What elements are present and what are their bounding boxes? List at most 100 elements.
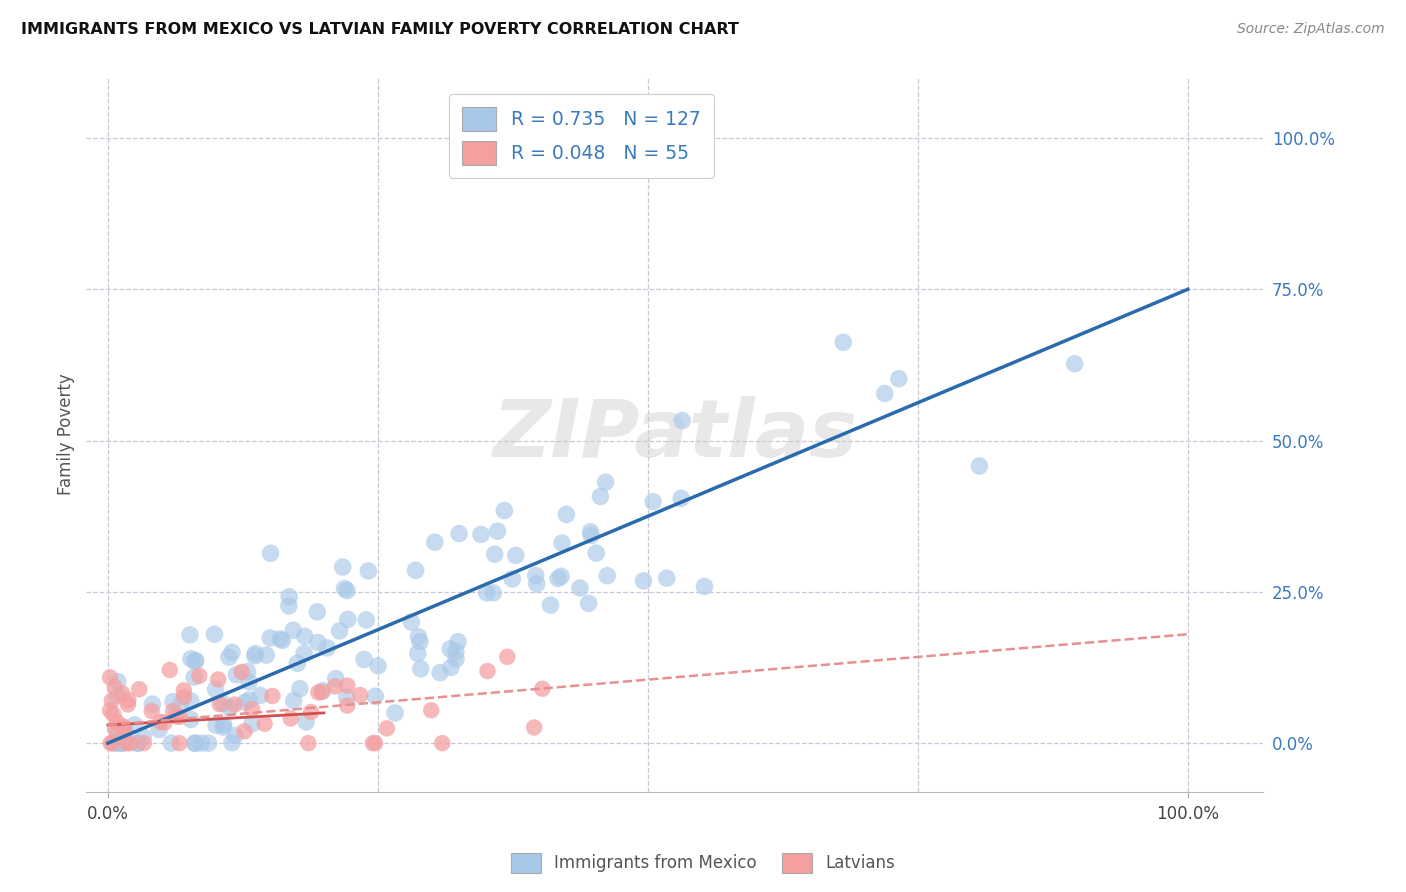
Point xyxy=(184,653,207,667)
Point xyxy=(323,680,346,694)
Point xyxy=(409,662,432,676)
Point xyxy=(283,694,305,708)
Point xyxy=(364,690,387,704)
Point xyxy=(325,672,347,686)
Point xyxy=(238,693,260,707)
Point xyxy=(107,726,129,740)
Point xyxy=(111,719,134,733)
Point xyxy=(873,386,896,401)
Point xyxy=(238,674,260,689)
Point xyxy=(111,736,134,750)
Point xyxy=(98,703,121,717)
Point xyxy=(589,490,612,504)
Point xyxy=(405,563,427,577)
Point xyxy=(384,706,406,720)
Legend: R = 0.735   N = 127, R = 0.048   N = 55: R = 0.735 N = 127, R = 0.048 N = 55 xyxy=(449,94,714,178)
Point xyxy=(254,648,277,662)
Point xyxy=(669,491,692,506)
Point xyxy=(204,682,226,697)
Point xyxy=(107,688,129,702)
Point xyxy=(292,647,315,661)
Point xyxy=(132,730,155,744)
Point xyxy=(311,685,333,699)
Point xyxy=(1063,357,1085,371)
Point xyxy=(132,736,155,750)
Point xyxy=(127,736,149,750)
Point xyxy=(568,581,591,595)
Point xyxy=(249,689,271,703)
Point xyxy=(205,718,228,732)
Point xyxy=(180,694,202,708)
Point xyxy=(103,707,125,722)
Point xyxy=(169,736,191,750)
Point xyxy=(432,736,454,750)
Point xyxy=(115,736,138,750)
Point xyxy=(153,715,176,730)
Point xyxy=(484,547,506,561)
Point xyxy=(105,715,128,730)
Point xyxy=(295,714,318,729)
Point xyxy=(100,693,122,707)
Point xyxy=(160,736,183,750)
Point xyxy=(183,670,205,684)
Point xyxy=(179,628,201,642)
Point xyxy=(128,682,150,697)
Legend: Immigrants from Mexico, Latvians: Immigrants from Mexico, Latvians xyxy=(505,847,901,880)
Point xyxy=(307,685,329,699)
Point xyxy=(240,717,263,731)
Point xyxy=(218,650,240,665)
Point xyxy=(212,697,235,711)
Point xyxy=(208,697,231,711)
Point xyxy=(162,695,184,709)
Point xyxy=(98,670,121,684)
Point xyxy=(269,632,291,646)
Point xyxy=(655,571,678,585)
Point xyxy=(149,714,172,729)
Point xyxy=(224,698,246,712)
Point xyxy=(475,585,498,599)
Point xyxy=(184,736,207,750)
Point xyxy=(333,582,356,596)
Point xyxy=(212,720,235,734)
Point xyxy=(439,642,461,657)
Point xyxy=(356,613,378,627)
Point xyxy=(832,335,855,350)
Point xyxy=(124,718,146,732)
Point xyxy=(349,688,371,702)
Point xyxy=(336,612,359,626)
Point xyxy=(470,527,492,541)
Point xyxy=(444,652,467,666)
Point xyxy=(633,574,655,588)
Point xyxy=(364,736,387,750)
Point xyxy=(550,569,572,583)
Point xyxy=(367,658,389,673)
Point xyxy=(449,526,471,541)
Point xyxy=(262,689,284,703)
Point xyxy=(585,546,607,560)
Point xyxy=(221,645,243,659)
Point xyxy=(233,724,256,739)
Point xyxy=(969,458,991,473)
Point xyxy=(496,649,519,664)
Point xyxy=(579,524,602,539)
Point xyxy=(104,722,127,736)
Point xyxy=(111,736,134,750)
Point xyxy=(581,528,603,542)
Point xyxy=(494,503,516,517)
Point xyxy=(307,635,329,649)
Point xyxy=(287,657,309,671)
Point xyxy=(202,627,225,641)
Text: ZIPatlas: ZIPatlas xyxy=(492,395,858,474)
Point xyxy=(477,664,499,678)
Point xyxy=(166,709,188,723)
Point xyxy=(107,674,129,689)
Point xyxy=(329,624,352,638)
Point xyxy=(294,629,316,643)
Point xyxy=(112,720,135,734)
Point xyxy=(277,599,299,613)
Point xyxy=(482,586,505,600)
Point xyxy=(243,648,266,663)
Point xyxy=(278,590,301,604)
Point xyxy=(578,596,600,610)
Point xyxy=(107,736,129,750)
